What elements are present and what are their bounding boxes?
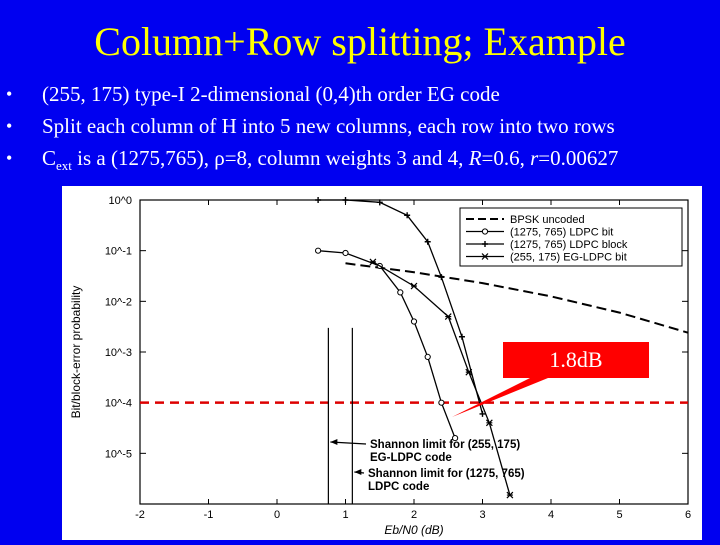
x-tick-label: 1: [342, 509, 348, 521]
y-tick-label: 10^-4: [105, 398, 132, 410]
data-point: [376, 199, 383, 206]
gap-annotation-box: 1.8dB: [502, 341, 650, 379]
shannon-limit-label: LDPC code: [368, 481, 429, 493]
x-tick-label: -1: [204, 509, 214, 521]
data-point: [481, 253, 489, 260]
data-point: [452, 434, 459, 442]
data-point: [438, 274, 445, 281]
legend-label: (255, 175) EG-LDPC bit: [510, 252, 627, 264]
data-point: [342, 197, 349, 203]
y-tick-label: 10^-5: [105, 448, 132, 460]
data-point: [479, 410, 486, 417]
y-axis-label: Bit/block-error probability: [69, 286, 83, 419]
bullet-glyph: •: [6, 116, 13, 136]
shannon-limit-arrowhead: [354, 469, 362, 475]
density-value: =0.00627: [538, 146, 619, 170]
y-tick-label: 10^-1: [105, 246, 132, 258]
rate-symbol: R: [468, 146, 482, 170]
code-symbol: C: [42, 146, 57, 170]
data-point: [482, 241, 488, 247]
data-point: [342, 249, 349, 257]
series-line: [318, 250, 456, 439]
data-point: [481, 228, 489, 235]
y-tick-label: 10^0: [108, 195, 132, 207]
density-symbol: r: [530, 146, 539, 170]
data-point: [438, 399, 445, 406]
code-subscript: ext: [56, 158, 72, 174]
shannon-limit-arrowhead: [330, 439, 338, 445]
data-point: [458, 333, 465, 340]
bullet-text: Cext is a (1275,765), ρ=8, column weight…: [42, 144, 618, 180]
x-tick-label: -2: [135, 509, 145, 521]
bullet-item: • Cext is a (1275,765), ρ=8, column weig…: [0, 144, 720, 173]
series-line: [345, 262, 689, 334]
data-point: [506, 491, 514, 499]
data-point: [404, 212, 411, 219]
data-point: [444, 313, 452, 321]
annotation-pointer: [452, 378, 548, 417]
series-line: [318, 199, 484, 415]
data-point: [465, 368, 473, 376]
x-tick-label: 4: [548, 509, 554, 521]
shannon-limit-label: Shannon limit for (1275, 765): [368, 468, 525, 480]
legend-label: BPSK uncoded: [510, 214, 585, 226]
bullet-glyph: •: [6, 84, 13, 104]
x-tick-label: 5: [616, 509, 622, 521]
legend-label: (1275, 765) LDPC bit: [510, 227, 613, 239]
data-point: [424, 238, 431, 245]
data-point: [397, 289, 404, 296]
shannon-limit-label: Shannon limit for (255, 175): [370, 439, 520, 451]
x-tick-label: 6: [685, 509, 691, 521]
code-description: is a (1275,765), ρ=8, column weights 3 a…: [71, 146, 469, 170]
bullet-item: • Split each column of H into 5 new colu…: [0, 112, 720, 140]
data-point: [315, 197, 322, 203]
bullet-text: Split each column of H into 5 new column…: [42, 114, 615, 138]
x-tick-label: 3: [479, 509, 485, 521]
bullet-glyph: •: [6, 148, 13, 168]
shannon-limit-label: EG-LDPC code: [370, 452, 452, 464]
bullet-item: • (255, 175) type-I 2-dimensional (0,4)t…: [0, 80, 720, 108]
legend-label: (1275, 765) LDPC block: [510, 239, 628, 251]
data-point: [369, 258, 377, 266]
x-tick-label: 2: [411, 509, 417, 521]
series-line: [372, 261, 511, 496]
data-point: [485, 419, 493, 427]
y-tick-label: 10^-2: [105, 296, 132, 308]
error-rate-chart: -2 -1 0 1 2 3 4 5 6 10^0 10^-1 10^-2 10^-3 10^-4 10^-5…: [69, 195, 691, 537]
data-point: [315, 247, 322, 254]
x-axis-label: Eb/N0 (dB): [384, 523, 443, 537]
slide-title: Column+Row splitting; Example: [94, 19, 626, 64]
data-point: [410, 318, 418, 325]
y-tick-label: 10^-3: [105, 347, 132, 359]
bullet-text: (255, 175) type-I 2-dimensional (0,4)th …: [42, 82, 500, 106]
data-point: [424, 353, 431, 361]
x-tick-label: 0: [274, 509, 280, 521]
rate-value: =0.6,: [481, 146, 531, 170]
data-point: [410, 282, 418, 290]
